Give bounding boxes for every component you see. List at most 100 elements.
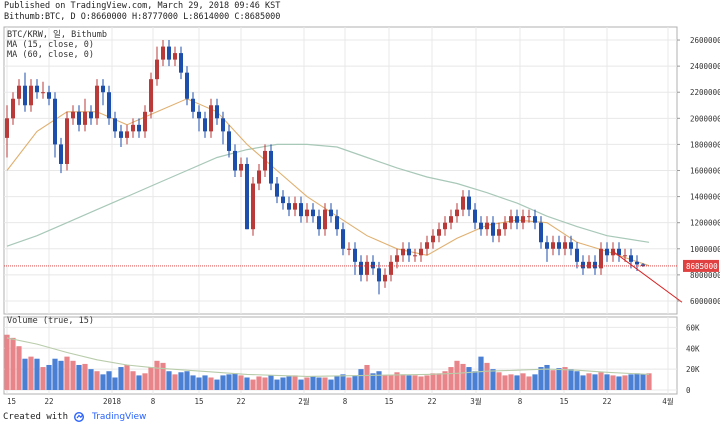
candle-body bbox=[533, 216, 537, 223]
open-value: O:8660000 bbox=[80, 12, 127, 22]
candle-body bbox=[587, 261, 591, 269]
candle-body bbox=[341, 229, 345, 249]
candle-body bbox=[23, 85, 27, 106]
candle-body bbox=[239, 163, 243, 171]
volume-bar bbox=[106, 371, 112, 390]
volume-bar bbox=[550, 370, 556, 390]
candle-body bbox=[539, 222, 543, 243]
candle-body bbox=[593, 261, 597, 269]
chart-area[interactable]: 8685000 26000000 24000000 22000000 20000000… bbox=[0, 24, 720, 409]
volume-bar bbox=[280, 377, 286, 390]
chart-frame bbox=[3, 26, 678, 395]
legend-volume: Volume (true, 15) bbox=[7, 316, 94, 326]
volume-bar bbox=[412, 375, 418, 390]
candle-body bbox=[305, 209, 309, 217]
candle-body bbox=[443, 222, 447, 230]
candle-body bbox=[275, 183, 279, 197]
volume-bar bbox=[598, 372, 604, 390]
candle-body bbox=[29, 85, 33, 106]
candle-body bbox=[59, 144, 63, 164]
candle-body bbox=[455, 209, 459, 217]
ma60-line bbox=[6, 143, 650, 247]
candle-body bbox=[185, 72, 189, 99]
volume-bar bbox=[490, 369, 496, 390]
volume-bar bbox=[334, 376, 340, 390]
price-tick-label: 16000000 bbox=[690, 167, 720, 176]
candle-body bbox=[323, 209, 327, 230]
candle-body bbox=[47, 92, 51, 99]
volume-bar bbox=[16, 346, 22, 390]
candle-body bbox=[431, 235, 435, 243]
volume-bar bbox=[130, 371, 136, 390]
volume-bar bbox=[526, 376, 532, 390]
price-axis: 26000000 24000000 22000000 20000000 18000000… bbox=[677, 36, 720, 306]
volume-bar bbox=[28, 356, 34, 390]
price-tick-label: 18000000 bbox=[690, 140, 720, 149]
volume-bar bbox=[52, 358, 58, 390]
time-tick-label: 15 bbox=[559, 397, 568, 406]
candle-body bbox=[353, 248, 357, 262]
candle-body bbox=[545, 242, 549, 249]
candle-body bbox=[449, 216, 453, 223]
volume-bar bbox=[220, 375, 226, 390]
candle-body bbox=[287, 203, 291, 210]
volume-bar bbox=[286, 376, 292, 390]
volume-bar bbox=[70, 360, 76, 390]
time-tick-label: 15 bbox=[194, 397, 203, 406]
volume-axis: 60K 40K 20K 0 bbox=[686, 323, 700, 395]
volume-bar bbox=[154, 360, 160, 390]
candle-body bbox=[11, 98, 15, 119]
candle-body bbox=[503, 222, 507, 230]
volume-bar bbox=[232, 373, 238, 390]
candle-body bbox=[371, 261, 375, 269]
candle-body bbox=[35, 85, 39, 93]
candles[interactable] bbox=[5, 40, 645, 295]
volume-bar bbox=[268, 375, 274, 390]
candle-body bbox=[527, 216, 531, 218]
volume-bar bbox=[82, 363, 88, 390]
candle-body bbox=[95, 85, 99, 119]
volume-bar bbox=[124, 364, 130, 390]
ma15-line bbox=[6, 98, 650, 267]
volume-bar bbox=[520, 373, 526, 390]
volume-bar bbox=[586, 373, 592, 390]
volume-bar bbox=[568, 369, 574, 390]
low-value: L:8614000 bbox=[183, 12, 230, 22]
created-with-label: Created with bbox=[3, 412, 69, 422]
candle-body bbox=[227, 131, 231, 151]
volume-bar bbox=[202, 375, 208, 390]
trend-line[interactable] bbox=[612, 250, 683, 303]
candle-body bbox=[329, 209, 333, 217]
volume-bar bbox=[148, 367, 154, 390]
volume-bar bbox=[562, 367, 568, 390]
candle-body bbox=[425, 242, 429, 249]
volume-bar bbox=[262, 377, 268, 390]
volume-bar bbox=[118, 367, 124, 390]
volume-bar bbox=[454, 360, 460, 390]
volume-bar bbox=[502, 375, 508, 390]
price-tick-label: 14000000 bbox=[690, 193, 720, 202]
volume-bar bbox=[574, 371, 580, 390]
candle-body bbox=[293, 203, 297, 210]
volume-bar bbox=[178, 372, 184, 390]
volume-bar bbox=[88, 369, 94, 390]
volume-bar bbox=[238, 375, 244, 390]
volume-bar bbox=[46, 364, 52, 390]
candle-body bbox=[437, 229, 441, 236]
tradingview-logo-icon bbox=[74, 412, 85, 422]
grid-lines bbox=[4, 27, 677, 394]
candle-body bbox=[599, 248, 603, 269]
volume-bars[interactable] bbox=[4, 334, 652, 390]
volume-bar bbox=[58, 360, 64, 390]
trendline-path bbox=[612, 250, 683, 303]
legend-ma60: MA (60, close, 0) bbox=[7, 50, 94, 60]
volume-ma-path bbox=[6, 337, 650, 377]
time-tick-label: 22 bbox=[427, 397, 436, 406]
volume-bar bbox=[460, 363, 466, 390]
candle-body bbox=[467, 196, 471, 210]
volume-bar bbox=[514, 375, 520, 390]
volume-bar bbox=[196, 377, 202, 390]
tradingview-brand[interactable]: TradingView bbox=[92, 412, 147, 422]
candle-body bbox=[347, 248, 351, 250]
volume-bar bbox=[610, 375, 616, 390]
